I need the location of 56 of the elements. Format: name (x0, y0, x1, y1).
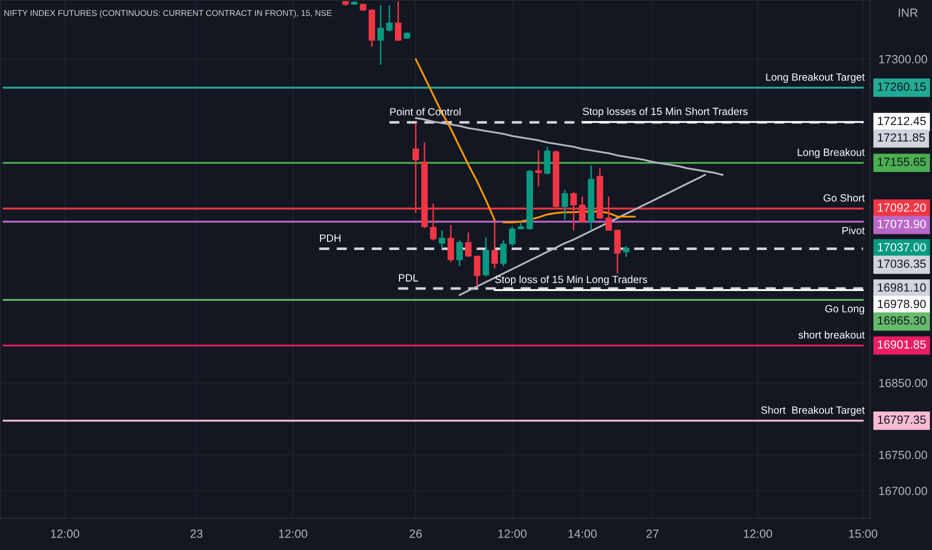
x-tick-label: 23 (190, 530, 203, 538)
candlestick (394, 0, 402, 42)
x-tick-label: 27 (646, 530, 658, 538)
text: 17037.00 (878, 243, 926, 252)
data-label: 16978.90 (878, 300, 926, 308)
data-label: 16981.10 (878, 283, 926, 292)
candlestick (500, 240, 507, 267)
data-label: 17260.15 (878, 82, 926, 91)
candlestick (614, 228, 621, 274)
y-tick-label: 16700.00 (879, 486, 928, 496)
candlestick (456, 240, 463, 267)
series-label: Pivot (842, 226, 865, 234)
data-label: 17036.35 (878, 260, 926, 268)
data-label: 17092.20 (878, 203, 926, 212)
x-tick-label: 12:00 (279, 530, 308, 538)
candlestick (465, 232, 472, 258)
data-label: 17155.65 (878, 158, 926, 166)
data-label: 16965.30 (878, 316, 926, 325)
candlestick (544, 146, 551, 175)
series-label: Go Short (824, 194, 865, 202)
candlestick (448, 224, 454, 263)
series-label: Stop loss of 15 Min Long Traders (495, 275, 648, 286)
data-label: 16901.85 (878, 340, 926, 349)
data-label: 16797.35 (878, 416, 926, 424)
series-label: Short Breakout Target (761, 406, 865, 416)
x-tick-label: 14:00 (568, 530, 597, 538)
y-tick-label: 17300.00 (879, 55, 928, 64)
candlestick (438, 230, 446, 249)
y-tick-label: 16850.00 (879, 378, 928, 388)
x-tick-label: 12:00 (51, 530, 80, 538)
series-label: short breakout (798, 330, 865, 339)
series-label: Long Breakout Target (766, 73, 865, 83)
text: NIFTY INDEX FUTURES (CONTINUOUS: CURRENT CONTRACT IN FRONT), 15, NSE (4, 10, 332, 18)
candlestick (491, 220, 498, 270)
x-tick-label: 12:00 (498, 530, 526, 538)
x-tick-label: 26 (410, 530, 422, 538)
text: INR (898, 8, 918, 17)
series-label: PDH (320, 234, 340, 242)
x-tick-label: 15:00 (849, 530, 878, 538)
candlestick (474, 254, 480, 288)
data-label: 17212.45 (878, 116, 926, 126)
series-label: PDL (399, 274, 418, 282)
line-series (414, 58, 496, 222)
candlestick (386, 4, 393, 32)
candlestick (562, 189, 568, 221)
data-label: 17073.90 (878, 220, 926, 228)
y-tick-label: 16750.00 (879, 450, 928, 460)
series-label: Stop losses of 15 Min Short Traders (582, 107, 748, 118)
candlestick (377, 4, 384, 66)
x-tick-label: 12:00 (744, 530, 772, 538)
candlestick (535, 150, 542, 188)
series-label: Long Breakout (798, 148, 865, 158)
series-label: Go Long (825, 304, 864, 314)
candlestick (622, 245, 630, 258)
data-label: 17211.85 (878, 133, 925, 142)
candlestick (508, 226, 516, 247)
